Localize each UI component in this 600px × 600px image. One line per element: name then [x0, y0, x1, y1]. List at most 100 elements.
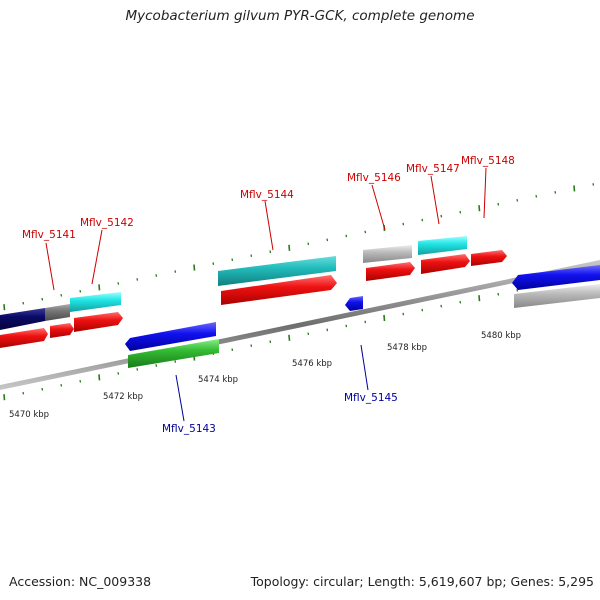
scale-tick	[41, 387, 44, 391]
scale-tick	[345, 324, 348, 328]
scale-tick	[478, 295, 481, 302]
leader-line	[371, 184, 386, 231]
scale-label: 5474 kbp	[198, 375, 238, 385]
scale-tick	[98, 284, 101, 291]
scale-tick	[516, 288, 519, 292]
accession-text: Accession: NC_009338	[9, 574, 152, 589]
scale-tick	[497, 292, 500, 296]
scale-tick	[459, 210, 462, 214]
gene-feature-red[interactable]	[471, 250, 507, 266]
scale-tick	[288, 334, 291, 341]
scale-tick	[402, 312, 405, 316]
leader-line	[175, 374, 185, 422]
gene-label[interactable]: Mflv_5144	[240, 189, 294, 201]
gene-label[interactable]: Mflv_5145	[344, 392, 398, 404]
gene-label[interactable]: Mflv_5143	[162, 423, 216, 435]
scale-tick	[459, 300, 462, 304]
gene-label[interactable]: Mflv_5147	[406, 163, 460, 175]
gene-feature-red[interactable]	[221, 275, 337, 305]
gene-label[interactable]: Mflv_5146	[347, 172, 401, 184]
scale-tick	[554, 191, 557, 194]
scale-tick	[41, 297, 44, 301]
scale-tick	[516, 198, 519, 202]
scale-tick	[440, 214, 443, 218]
leader-line	[45, 242, 55, 291]
scale-tick	[3, 304, 6, 311]
gene-feature-blue[interactable]	[512, 265, 600, 290]
gene-features	[0, 236, 600, 368]
scale-tick	[592, 183, 595, 186]
gene-feature-red[interactable]	[366, 262, 415, 281]
gene-feature-red[interactable]	[74, 312, 123, 332]
gene-feature-cyan[interactable]	[70, 292, 121, 312]
gene-label[interactable]: Mflv_5148	[461, 155, 515, 167]
leader-line	[264, 200, 274, 251]
scale-tick	[421, 308, 424, 312]
gene-feature-red[interactable]	[50, 323, 74, 338]
scale-tick	[136, 368, 139, 371]
gene-feature-grey[interactable]	[45, 304, 70, 321]
gene-feature-navy[interactable]	[0, 308, 45, 330]
gene-feature-green[interactable]	[128, 339, 219, 368]
scale-tick	[573, 185, 576, 192]
scale-tick	[79, 380, 82, 383]
scale-label: 5472 kbp	[103, 392, 143, 402]
leader-line	[483, 167, 487, 219]
scale-tick	[155, 364, 158, 367]
scale-tick	[193, 264, 196, 271]
scale-tick	[326, 328, 329, 332]
scale-tick	[497, 202, 500, 206]
gene-label[interactable]: Mflv_5142	[80, 217, 134, 229]
scale-tick	[117, 282, 120, 285]
scale-tick	[402, 222, 405, 226]
scale-tick	[22, 301, 25, 305]
scale-tick	[117, 372, 120, 375]
scale-tick	[60, 293, 63, 297]
scale-tick	[383, 314, 386, 322]
scale-tick	[155, 274, 158, 277]
genome-summary-text: Topology: circular; Length: 5,619,607 bp…	[250, 574, 594, 589]
gene-feature-cyan[interactable]	[418, 236, 467, 255]
scale-label: 5476 kbp	[292, 359, 332, 369]
gene-feature-blue[interactable]	[125, 322, 216, 351]
scale-label: 5470 kbp	[9, 410, 49, 420]
scale-labels: 5470 kbp 5472 kbp 5474 kbp 5476 kbp 5478…	[9, 331, 521, 420]
scale-tick	[231, 258, 234, 261]
scale-tick	[421, 218, 424, 222]
scale-tick	[364, 320, 367, 324]
scale-tick	[79, 290, 82, 293]
leader-line	[91, 229, 103, 285]
gene-feature-red[interactable]	[421, 254, 470, 274]
leader-line	[430, 175, 440, 225]
map-title: Mycobacterium gilvum PYR-GCK, complete g…	[125, 8, 475, 24]
scale-tick	[98, 374, 101, 381]
scale-tick	[440, 304, 443, 308]
gene-feature-lightgrey[interactable]	[514, 284, 600, 308]
scale-tick	[250, 344, 253, 348]
scale-tick	[60, 383, 63, 387]
scale-tick	[478, 205, 481, 212]
scale-tick	[364, 230, 367, 234]
gene-feature-lightgrey[interactable]	[363, 245, 412, 263]
scale-tick	[307, 242, 310, 246]
scale-tick	[269, 340, 272, 344]
scale-tick	[345, 234, 348, 238]
scale-tick	[535, 195, 538, 198]
gene-feature-teal[interactable]	[218, 256, 336, 286]
gene-feature-red[interactable]	[0, 328, 48, 348]
scale-tick	[250, 254, 253, 258]
scale-label: 5480 kbp	[481, 331, 521, 341]
scale-tick	[269, 250, 272, 254]
scale-tick	[22, 391, 25, 395]
scale-tick	[3, 394, 6, 401]
scale-tick	[326, 238, 329, 242]
leader-line	[360, 344, 369, 391]
scale-tick	[231, 348, 234, 351]
gene-feature-blue[interactable]	[345, 296, 363, 311]
scale-tick	[288, 244, 291, 251]
scale-tick	[212, 262, 215, 265]
scale-tick	[136, 278, 139, 281]
gene-label[interactable]: Mflv_5141	[22, 229, 76, 241]
scale-tick	[174, 270, 177, 273]
